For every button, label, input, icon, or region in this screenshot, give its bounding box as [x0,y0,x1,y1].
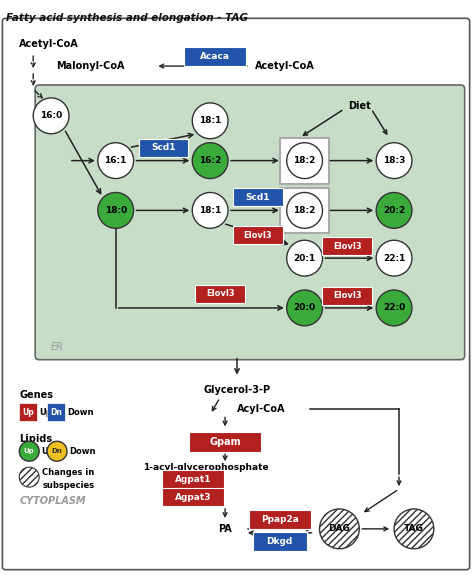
Text: Elovl3: Elovl3 [333,242,362,251]
Circle shape [192,103,228,139]
FancyBboxPatch shape [322,238,372,255]
Text: Down: Down [67,408,93,417]
Circle shape [33,98,69,134]
Text: Glycerol-3-P: Glycerol-3-P [203,384,271,394]
FancyBboxPatch shape [189,432,261,452]
Text: Up: Up [39,408,52,417]
Text: 18:2: 18:2 [293,206,316,215]
FancyBboxPatch shape [253,532,307,551]
Text: CYTOPLASM: CYTOPLASM [19,496,86,506]
Circle shape [287,240,322,276]
Circle shape [287,192,322,228]
Circle shape [376,143,412,178]
Circle shape [192,192,228,228]
Text: Acetyl-CoA: Acetyl-CoA [19,39,79,49]
Circle shape [394,509,434,549]
FancyBboxPatch shape [47,404,65,421]
FancyBboxPatch shape [2,18,470,570]
Text: 18:0: 18:0 [105,206,127,215]
Text: Dn: Dn [52,448,63,454]
Circle shape [192,143,228,178]
Text: Acetyl-CoA: Acetyl-CoA [255,61,315,71]
Text: 20:1: 20:1 [293,254,316,263]
Text: 20:2: 20:2 [383,206,405,215]
FancyBboxPatch shape [19,404,37,421]
Text: Ppap2a: Ppap2a [261,515,299,524]
Text: 18:3: 18:3 [383,156,405,165]
FancyBboxPatch shape [163,470,224,488]
Text: Scd1: Scd1 [151,143,176,152]
Circle shape [376,192,412,228]
Circle shape [19,441,39,461]
Text: 18:1: 18:1 [199,206,221,215]
Text: Agpat3: Agpat3 [175,493,211,501]
Text: Gpam: Gpam [209,437,241,448]
Text: ER: ER [51,342,64,352]
Text: Up: Up [22,408,34,417]
Text: Scd1: Scd1 [246,193,270,202]
Text: Up: Up [41,447,54,456]
Text: Dn: Dn [50,408,62,417]
Circle shape [376,240,412,276]
Text: 16:1: 16:1 [105,156,127,165]
FancyBboxPatch shape [138,139,188,157]
Text: Dkgd: Dkgd [266,537,293,546]
Text: Up: Up [24,448,35,454]
Text: Acaca: Acaca [200,51,230,61]
Circle shape [376,290,412,326]
Text: 16:2: 16:2 [199,156,221,165]
Circle shape [47,441,67,461]
Text: PA: PA [218,524,232,534]
Text: 18:1: 18:1 [199,116,221,125]
Text: subspecies: subspecies [42,481,94,490]
Text: DAG: DAG [328,524,350,534]
Text: Elovl3: Elovl3 [206,290,235,298]
Text: Agpat1: Agpat1 [175,474,211,484]
Text: 16:0: 16:0 [40,111,62,121]
Text: Down: Down [69,447,95,456]
FancyBboxPatch shape [35,85,465,360]
FancyBboxPatch shape [249,511,310,529]
Text: Diet: Diet [348,101,371,111]
Circle shape [98,143,134,178]
Text: Acyl-CoA: Acyl-CoA [237,404,285,414]
Text: 18:2: 18:2 [293,156,316,165]
Text: Elovl3: Elovl3 [333,291,362,301]
Text: Fatty acid synthesis and elongation - TAG: Fatty acid synthesis and elongation - TA… [6,13,248,23]
FancyBboxPatch shape [184,47,246,66]
Text: TAG: TAG [404,524,424,534]
Circle shape [19,467,39,487]
FancyBboxPatch shape [322,287,372,305]
Circle shape [319,509,359,549]
Text: Lipids: Lipids [19,434,53,445]
Text: 20:0: 20:0 [293,304,316,312]
Text: Genes: Genes [19,390,53,400]
FancyBboxPatch shape [233,188,283,207]
FancyBboxPatch shape [280,188,329,233]
Text: 22:1: 22:1 [383,254,405,263]
Text: Elovl3: Elovl3 [244,230,272,240]
Text: 1-acyl-glycerophosphate: 1-acyl-glycerophosphate [143,463,268,472]
Text: Malonyl-CoA: Malonyl-CoA [56,61,125,71]
FancyBboxPatch shape [280,137,329,184]
Text: Changes in: Changes in [42,467,94,477]
Circle shape [287,143,322,178]
FancyBboxPatch shape [233,226,283,244]
Text: 22:0: 22:0 [383,304,405,312]
FancyBboxPatch shape [163,487,224,507]
Circle shape [287,290,322,326]
FancyBboxPatch shape [195,285,245,303]
Circle shape [98,192,134,228]
